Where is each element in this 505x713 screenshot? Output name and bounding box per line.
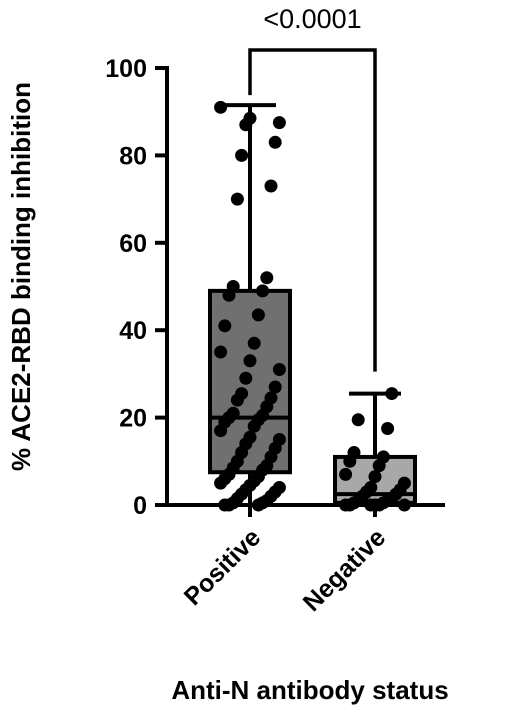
data-point-positive <box>214 476 228 490</box>
data-point-positive <box>247 336 261 350</box>
p-value-label: <0.0001 <box>263 4 361 34</box>
data-point-positive <box>272 363 286 377</box>
y-tick-label-0: 0 <box>133 492 147 520</box>
x-tick-labels: Positive Negative <box>179 523 392 617</box>
data-point-negative <box>339 467 353 481</box>
data-point-positive <box>268 380 282 394</box>
data-points <box>214 100 411 512</box>
data-point-negative <box>364 498 378 512</box>
data-point-positive <box>230 192 244 206</box>
data-point-positive <box>251 498 265 512</box>
data-point-positive <box>230 393 244 407</box>
data-point-positive <box>218 498 232 512</box>
data-point-negative <box>381 422 395 436</box>
data-point-positive <box>247 419 261 433</box>
data-point-positive <box>268 135 282 149</box>
data-point-positive <box>214 345 228 359</box>
y-axis-title: % ACE2-RBD binding inhibition <box>6 82 36 471</box>
data-point-positive <box>222 288 236 302</box>
data-point-positive <box>272 116 286 130</box>
data-point-negative <box>385 387 399 401</box>
data-point-positive <box>239 371 253 385</box>
data-point-negative <box>343 454 357 468</box>
y-tick-label-20: 20 <box>119 405 147 433</box>
data-point-positive <box>214 424 228 438</box>
data-point-positive <box>218 319 232 333</box>
data-point-negative <box>368 470 382 484</box>
data-point-positive <box>243 354 257 368</box>
y-tick-label-40: 40 <box>119 317 147 345</box>
data-point-positive <box>256 284 270 298</box>
data-point-negative <box>372 459 386 473</box>
x-tick-label-positive: Positive <box>179 523 267 611</box>
y-tick-label-100: 100 <box>105 55 147 83</box>
data-point-positive <box>239 118 253 132</box>
x-axis-title: Anti-N antibody status <box>171 675 448 705</box>
y-tick-label-80: 80 <box>119 142 147 170</box>
data-point-negative <box>339 498 353 512</box>
significance-bracket <box>248 48 377 372</box>
data-point-positive <box>260 271 274 285</box>
data-point-negative <box>351 413 365 427</box>
y-tick-label-60: 60 <box>119 230 147 258</box>
data-point-positive <box>264 179 278 193</box>
data-point-positive <box>251 308 265 322</box>
x-tick-label-negative: Negative <box>298 523 392 617</box>
y-axis-title-group: % ACE2-RBD binding inhibition <box>6 82 36 471</box>
y-ticks: 0 20 40 60 80 100 <box>105 55 167 520</box>
data-point-positive <box>214 100 228 114</box>
significance-annotation: <0.0001 <box>248 4 377 372</box>
data-point-negative <box>397 498 411 512</box>
data-point-positive <box>235 148 249 162</box>
axes <box>165 66 445 517</box>
